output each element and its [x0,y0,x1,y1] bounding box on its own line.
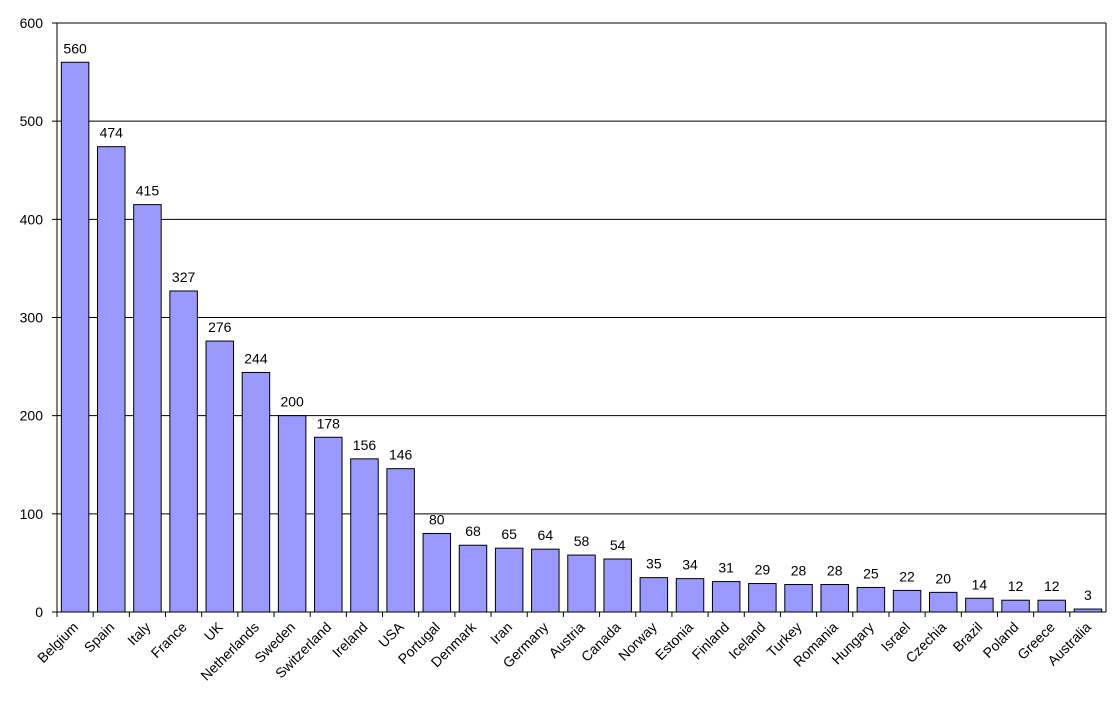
value-label: 3 [1084,587,1092,603]
value-label: 200 [280,394,304,410]
value-label: 14 [972,576,988,592]
value-label: 12 [1008,578,1024,594]
x-tick-label: Iran [487,619,515,647]
bar [531,548,560,613]
value-label: 34 [682,557,698,573]
y-tick-label: 0 [35,604,43,620]
x-tick-label: Belgium [34,619,81,666]
value-label: 25 [863,565,879,581]
y-tick-label: 400 [20,211,44,227]
value-label: 560 [63,40,87,56]
value-label: 28 [791,563,807,579]
bar [1001,599,1030,613]
bar [928,591,958,613]
x-tick-label: Poland [980,619,1022,661]
bar [277,415,307,613]
value-label: 146 [389,447,413,463]
bar [97,146,126,613]
x-tick-label: Italy [124,619,153,648]
bar [567,554,596,613]
bar [494,547,524,613]
value-label: 244 [244,350,268,366]
value-label: 58 [574,533,590,549]
value-label: 80 [429,511,445,527]
value-label: 178 [317,415,341,431]
bar [965,597,994,613]
bar [169,290,198,613]
bar [748,583,777,613]
value-label: 31 [718,560,734,576]
bar [603,558,632,613]
bar [458,544,488,613]
bar [133,204,162,613]
x-tick-label: UK [201,618,227,644]
x-tick-label: Ireland [329,619,371,661]
y-tick-label: 600 [20,15,44,31]
bar [205,340,235,613]
bar [60,61,90,613]
x-tick-label: Spain [81,619,118,656]
bar [422,532,452,613]
bar [711,581,741,613]
x-tick-label: France [148,619,190,661]
x-tick-label: Czechia [902,619,949,666]
bar [892,589,922,613]
bar [639,577,669,613]
x-tick-label: Canada [578,619,624,665]
x-tick-label: Iceland [725,619,768,662]
y-tick-label: 100 [20,506,44,522]
value-label: 276 [208,319,232,335]
x-tick-label: Estonia [652,619,696,663]
value-label: 20 [935,570,951,586]
bar [820,584,849,613]
value-label: 35 [646,556,662,572]
bar [1037,599,1066,613]
bar [784,584,813,613]
y-tick-label: 300 [20,310,44,326]
value-label: 65 [501,526,517,542]
value-label: 22 [899,568,915,584]
value-label: 28 [827,563,843,579]
x-tick-label: Finland [689,619,733,663]
value-label: 415 [136,183,160,199]
value-label: 64 [538,527,554,543]
x-tick-label: Norway [615,619,660,664]
value-label: 12 [1044,578,1060,594]
bar [241,371,271,613]
bar [386,468,415,613]
value-label: 474 [100,125,124,141]
bar [856,586,886,613]
value-label: 54 [610,537,626,553]
bar [314,436,343,613]
value-label: 29 [755,562,771,578]
y-tick-label: 500 [20,113,44,129]
value-label: 327 [172,269,196,285]
value-label: 156 [353,437,377,453]
y-tick-label: 200 [20,408,44,424]
x-tick-label: USA [375,618,407,650]
value-label: 68 [465,523,481,539]
bar [675,578,705,613]
bar [350,458,379,613]
